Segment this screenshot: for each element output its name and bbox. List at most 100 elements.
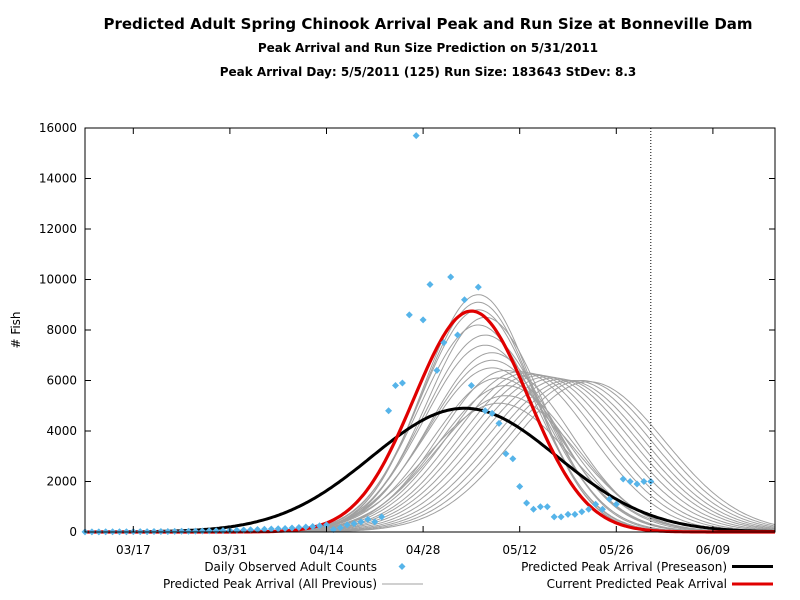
observed-count-point — [392, 382, 399, 390]
y-tick-label: 4000 — [46, 424, 77, 438]
observed-count-point — [350, 520, 358, 528]
observed-count-point — [378, 513, 386, 521]
observed-count-point — [433, 366, 441, 374]
observed-count-point — [267, 525, 275, 533]
y-tick-label: 8000 — [46, 323, 77, 337]
observed-count-point — [640, 478, 648, 485]
previous-prediction-curve — [85, 359, 775, 533]
observed-count-point — [191, 527, 199, 535]
observed-count-point — [474, 283, 482, 291]
observed-count-point — [295, 523, 303, 531]
chart-title: Predicted Adult Spring Chinook Arrival P… — [103, 15, 753, 33]
observed-count-point — [550, 513, 558, 521]
axes-group: 0 2000 4000 6000 8000 10000 12000 14000 16000 03/… — [39, 121, 775, 557]
observed-count-point — [543, 503, 551, 511]
observed-count-point — [254, 525, 261, 533]
observed-count-point — [288, 524, 296, 532]
observed-count-point — [495, 419, 503, 427]
y-tick-label: 0 — [69, 525, 77, 539]
observed-count-point — [247, 526, 255, 534]
x-tick-label: 05/12 — [502, 543, 537, 557]
legend-all-previous-label: Predicted Peak Arrival (All Previous) — [163, 577, 377, 591]
observed-count-point — [599, 505, 606, 513]
x-tick-label: 04/28 — [406, 543, 441, 557]
observed-count-point — [185, 527, 192, 535]
observed-count-point — [488, 409, 496, 417]
y-tick-label: 2000 — [46, 475, 77, 489]
y-tick-label: 16000 — [39, 121, 77, 135]
observed-count-point — [536, 503, 544, 511]
observed-count-point — [343, 521, 351, 529]
legend: Daily Observed Adult Counts Predicted Pe… — [163, 560, 773, 591]
x-tick-label: 03/17 — [116, 543, 151, 557]
observed-count-point — [357, 518, 365, 526]
observed-count-point — [323, 521, 330, 529]
preseason-prediction-curve — [85, 406, 775, 534]
observed-count-point — [467, 382, 475, 390]
observed-count-point — [461, 296, 468, 304]
observed-count-point — [329, 525, 337, 533]
x-tick-label: 05/26 — [599, 543, 634, 557]
observed-count-point — [171, 527, 179, 535]
observed-count-point — [612, 500, 620, 508]
observed-count-point — [412, 132, 420, 140]
observed-count-point — [530, 505, 537, 513]
observed-count-point — [336, 524, 344, 532]
observed-count-point — [302, 523, 310, 531]
observed-count-point — [260, 525, 268, 533]
observed-count-point — [164, 527, 172, 535]
previous-prediction-curve — [85, 377, 775, 533]
observed-count-point — [592, 500, 600, 508]
previous-prediction-curve — [85, 294, 775, 533]
observed-count-point — [281, 524, 289, 532]
observed-count-point — [178, 527, 186, 535]
observed-count-point — [585, 505, 593, 513]
observed-count-point — [626, 478, 634, 485]
legend-preseason-label: Predicted Peak Arrival (Preseason) — [521, 560, 727, 574]
previous-predictions-group — [85, 294, 776, 533]
observed-count-point — [647, 478, 655, 485]
observed-count-point — [523, 499, 531, 507]
observed-count-point — [316, 522, 324, 530]
observed-count-point — [564, 510, 572, 518]
observed-count-point — [516, 483, 524, 491]
observed-count-point — [205, 527, 213, 535]
observed-count-point — [605, 495, 613, 503]
observed-count-point — [571, 510, 579, 518]
observed-count-point — [274, 525, 282, 533]
observed-count-point — [309, 522, 317, 530]
observed-count-point — [557, 513, 565, 521]
y-tick-label: 6000 — [46, 374, 77, 388]
observed-counts-group — [81, 132, 655, 536]
observed-count-point — [454, 331, 462, 339]
observed-count-point — [364, 515, 372, 523]
chart-subtitle: Peak Arrival and Run Size Prediction on … — [257, 41, 599, 55]
y-tick-label: 14000 — [39, 172, 77, 186]
observed-count-point — [578, 508, 586, 516]
legend-observed-label: Daily Observed Adult Counts — [204, 560, 377, 574]
observed-count-point — [440, 339, 448, 347]
legend-current-label: Current Predicted Peak Arrival — [547, 577, 727, 591]
observed-count-point — [371, 518, 379, 526]
observed-count-point — [509, 455, 517, 463]
y-tick-label: 10000 — [39, 273, 77, 287]
observed-count-point — [502, 450, 510, 458]
y-axis-label: # Fish — [9, 311, 23, 348]
observed-count-point — [447, 273, 455, 281]
observed-count-point — [157, 527, 165, 535]
observed-count-point — [405, 311, 413, 319]
observed-count-point — [385, 407, 393, 415]
preseason-prediction-group — [85, 406, 775, 534]
y-tick-label: 12000 — [39, 222, 77, 236]
legend-observed-marker — [398, 563, 406, 570]
x-tick-label: 03/31 — [213, 543, 248, 557]
plot-frame — [84, 127, 776, 533]
observed-count-point — [481, 407, 489, 415]
observed-count-point — [419, 316, 427, 324]
observed-count-point — [198, 527, 206, 535]
x-tick-label: 04/14 — [309, 543, 344, 557]
previous-prediction-curve — [85, 377, 776, 533]
x-tick-label: 06/09 — [696, 543, 731, 557]
observed-count-point — [398, 379, 406, 387]
